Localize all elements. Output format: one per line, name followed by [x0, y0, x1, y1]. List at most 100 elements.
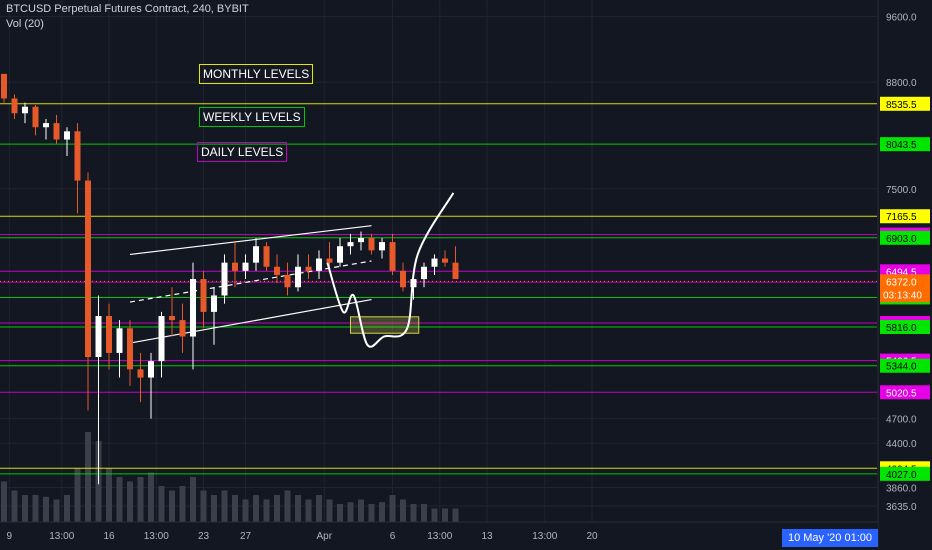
volume-bar	[116, 477, 123, 522]
level-badge-weekly: 4027.0	[880, 466, 930, 481]
volume-bar	[232, 495, 238, 522]
candle-body	[74, 131, 81, 181]
candle-body	[221, 262, 228, 296]
level-badge-bg	[880, 137, 930, 152]
candle	[221, 254, 228, 304]
volume-bar	[368, 504, 375, 522]
countdown-timer: 03:13:40	[883, 290, 922, 301]
volume-bar	[53, 499, 60, 522]
candle	[200, 270, 207, 329]
candle	[127, 320, 133, 386]
candle-body	[421, 266, 427, 280]
candle-body	[53, 123, 60, 140]
time-tick-label: 6	[390, 531, 396, 542]
candle	[253, 238, 259, 271]
candle-body	[116, 328, 123, 353]
candle-body	[242, 262, 249, 271]
level-badge-label: 5020.5	[886, 388, 917, 399]
candle-body	[316, 258, 322, 271]
level-badge-bg	[880, 385, 930, 400]
candle-body	[127, 328, 133, 370]
level-badge-weekly: 8043.5	[880, 137, 930, 152]
candle	[106, 303, 112, 370]
candle	[421, 262, 427, 288]
candle	[242, 254, 249, 280]
time-tick-label: Apr	[316, 531, 332, 542]
volume-bar	[169, 490, 175, 522]
price-tick-label: 4400.0	[886, 439, 917, 450]
level-badge-label: 5816.0	[886, 323, 917, 334]
candles	[1, 73, 459, 485]
candle-body	[169, 315, 175, 321]
candle	[232, 242, 238, 288]
candle	[148, 352, 154, 419]
candle-body	[431, 258, 438, 267]
candle-body	[284, 274, 291, 288]
candle	[274, 254, 280, 284]
candle	[368, 233, 375, 255]
volume-bar	[253, 495, 259, 522]
level-badge-monthly: 8535.5	[880, 96, 930, 111]
candle	[137, 352, 144, 403]
candle	[116, 320, 123, 378]
volume-indicator-label: Vol (20)	[6, 18, 44, 30]
volume-bar	[127, 481, 133, 522]
level-lines	[0, 103, 877, 475]
level-badge-weekly: 5344.0	[880, 358, 930, 373]
candle	[74, 123, 81, 214]
candle	[263, 242, 270, 271]
volume-bar	[284, 490, 291, 522]
volume-bar	[22, 495, 28, 522]
candle-body	[263, 246, 270, 267]
candle	[1, 73, 7, 103]
candle	[85, 172, 91, 411]
price-tick-label: 3635.0	[886, 502, 917, 513]
volume-bars	[1, 432, 459, 522]
candle-body	[32, 106, 39, 128]
volume-bar	[389, 495, 396, 522]
candle-body	[95, 315, 102, 358]
volume-bar	[358, 499, 364, 522]
price-tick-label: 8800.0	[886, 78, 917, 89]
volume-bar	[379, 502, 385, 522]
trend-channel	[129, 225, 372, 344]
volume-bar	[106, 468, 112, 522]
volume-bar	[221, 490, 228, 522]
price-tick-label: 4700.0	[886, 415, 917, 426]
volume-bar	[421, 504, 427, 522]
volume-bar	[337, 504, 343, 522]
candle	[95, 295, 102, 485]
volume-bar	[85, 432, 91, 522]
crosshair-date-label: 10 May '20 01:00	[781, 529, 878, 547]
time-tick-label: 16	[103, 531, 115, 542]
volume-bar	[32, 495, 39, 522]
candle-body	[358, 238, 364, 243]
level-badge-daily: 5020.5	[880, 385, 930, 400]
weekly-levels-label: WEEKLY LEVELS	[199, 107, 305, 127]
time-tick-label: 13:00	[144, 531, 169, 542]
level-badge-label: 7165.5	[886, 212, 917, 223]
volume-bar	[211, 495, 217, 522]
candle	[158, 311, 165, 378]
candle-body	[158, 315, 165, 362]
projection-curve	[326, 192, 455, 348]
volume-bar	[305, 499, 312, 522]
volume-bar	[137, 477, 144, 522]
candle	[64, 127, 70, 156]
candle-body	[368, 238, 375, 251]
candle-body	[148, 361, 154, 378]
candle	[53, 114, 60, 144]
volume-bar	[442, 508, 448, 522]
volume-bar	[64, 495, 70, 522]
candle-body	[389, 242, 396, 271]
candle-body	[211, 295, 217, 312]
channel-middle-line	[129, 260, 372, 303]
candle	[431, 254, 438, 275]
volume-bar	[11, 490, 18, 522]
candle	[337, 238, 343, 267]
price-axis: 9600.0 8800.0 7500.0 4700.0 4400.0 3860.0 3635…	[877, 0, 932, 550]
level-badge-bg	[880, 358, 930, 373]
candle-body	[452, 262, 459, 280]
current-price-bg	[880, 274, 930, 303]
